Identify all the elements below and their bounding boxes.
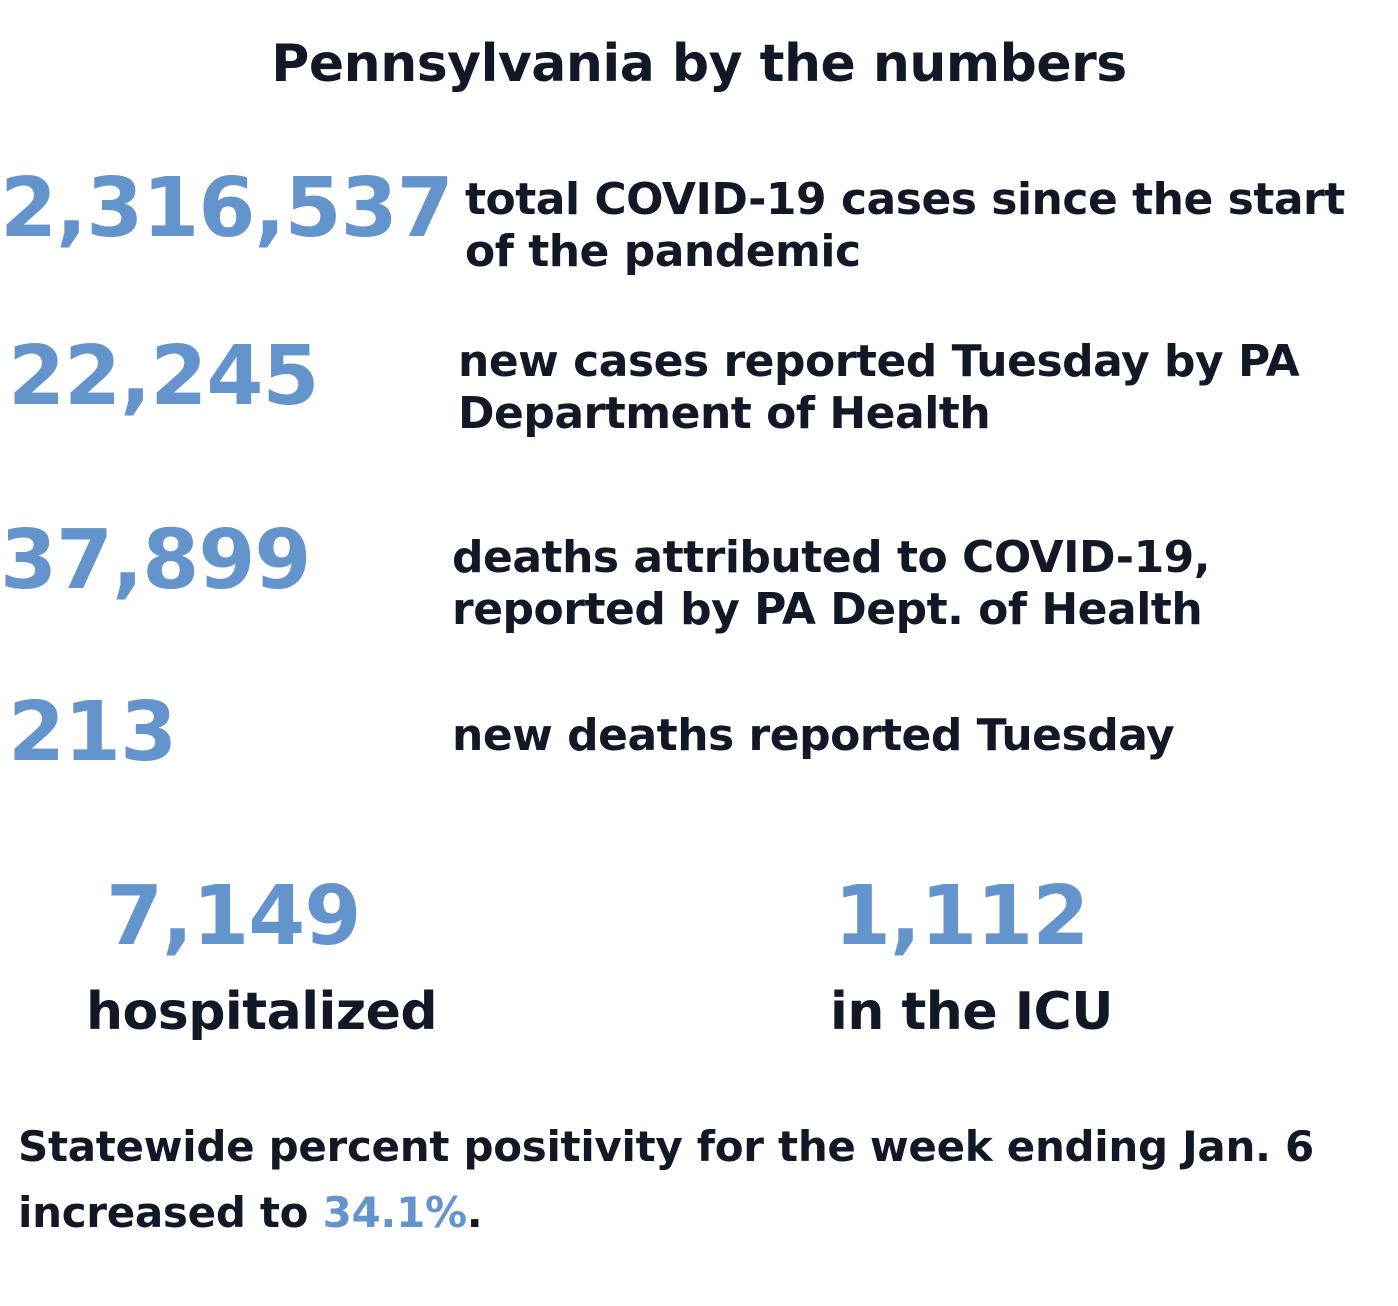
page-title: Pennsylvania by the numbers — [271, 34, 1127, 94]
positivity-statement: Statewide percent positivity for the wee… — [18, 1114, 1388, 1246]
hospitalized-value: 7,149 — [106, 869, 361, 964]
stat-deaths-value: 37,899 — [0, 513, 311, 608]
stat-new-deaths-value: 213 — [8, 685, 177, 780]
stat-new-deaths-label: new deaths reported Tuesday — [452, 710, 1175, 761]
stat-new-cases-value: 22,245 — [8, 329, 319, 424]
stat-deaths-label: deaths attributed to COVID-19, reported … — [452, 532, 1211, 635]
stat-new-cases-label: new cases reported Tuesday by PA Departm… — [458, 336, 1300, 439]
positivity-rate: 34.1% — [322, 1188, 468, 1237]
hospitalized-label: hospitalized — [86, 982, 438, 1042]
stat-total-cases-value: 2,316,537 — [0, 161, 454, 256]
icu-value: 1,112 — [834, 869, 1089, 964]
positivity-text: Statewide percent positivity for the wee… — [18, 1122, 1314, 1237]
positivity-period: . — [466, 1188, 483, 1237]
icu-label: in the ICU — [830, 982, 1113, 1042]
stat-total-cases-label: total COVID-19 cases since the start of … — [465, 174, 1345, 277]
